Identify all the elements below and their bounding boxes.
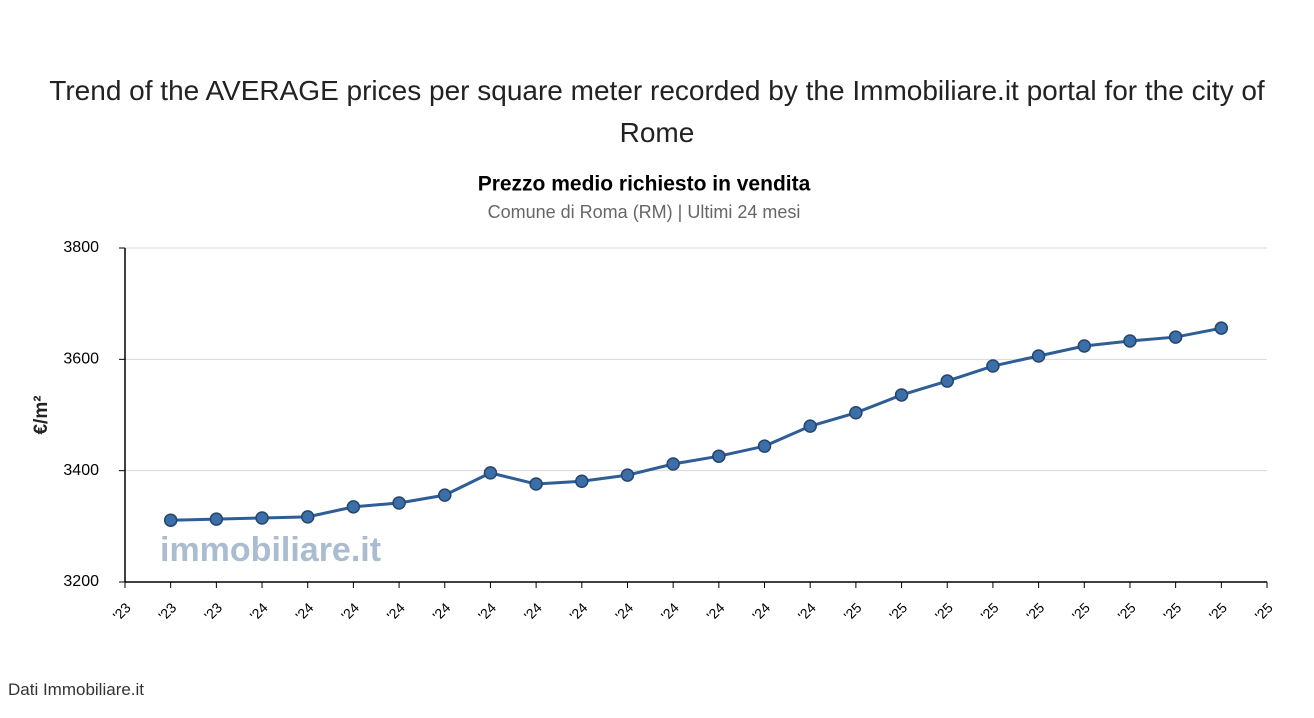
y-tick-label: 3600 (63, 351, 99, 368)
point (163, 513, 178, 527)
x-tick-label: '25 (977, 599, 1001, 623)
chart-subtitle: Comune di Roma (RM) | Ultimi 24 mesi (488, 202, 801, 222)
y-tick-label: 3200 (63, 573, 99, 590)
x-tick-label: '24 (703, 599, 727, 623)
watermark: immobiliare.it (160, 531, 381, 569)
x-tick-label: '24 (612, 599, 636, 623)
point (849, 406, 863, 420)
point (986, 359, 1000, 373)
x-tick-label: '25 (1160, 599, 1184, 623)
x-tick-label: '24 (521, 599, 545, 623)
x-tick-label: '24 (658, 599, 682, 623)
x-tick-label: '25 (1069, 599, 1093, 623)
x-tick-label: '25 (1252, 599, 1276, 623)
point (894, 388, 909, 402)
x-tick-label: '24 (475, 599, 499, 623)
x-tick-label: '24 (247, 599, 271, 623)
point (300, 510, 315, 524)
point (255, 511, 269, 525)
x-tick-label: '25 (1114, 599, 1138, 623)
point (529, 477, 543, 491)
point (392, 496, 406, 510)
point (803, 419, 817, 433)
footer: Dati Immobiliare.it (8, 680, 145, 699)
x-tick-label: '25 (840, 599, 864, 623)
point (1214, 321, 1229, 335)
x-tick-label: '23 (110, 599, 134, 623)
point (1168, 330, 1183, 344)
x-tick-label: '25 (886, 599, 910, 623)
point (757, 439, 772, 453)
point (1077, 339, 1092, 353)
y-axis-label: €/m² (31, 395, 52, 434)
chart-title: Prezzo medio richiesto in vendita (478, 173, 811, 196)
y-tick-label: 3800 (63, 239, 99, 256)
x-tick-label: '24 (566, 599, 590, 623)
x-tick-label: '23 (155, 599, 179, 623)
x-tick-label: '24 (749, 599, 773, 623)
point (940, 374, 954, 388)
page-title: Trend of the AVERAGE prices per square m… (49, 75, 1265, 148)
x-tick-label: '24 (795, 599, 819, 623)
series-line (170, 326, 1222, 522)
point (209, 512, 224, 526)
point (620, 468, 635, 482)
x-tick-label: '25 (1023, 599, 1047, 623)
x-tick-label: '25 (932, 599, 956, 623)
x-tick-label: '25 (1206, 599, 1230, 623)
point (1031, 349, 1046, 363)
point (346, 500, 361, 514)
point (712, 449, 726, 463)
x-tick-label: '23 (201, 599, 225, 623)
x-tick-label: '24 (384, 599, 408, 623)
point (666, 457, 680, 471)
x-tick-label: '24 (338, 599, 362, 623)
point (438, 488, 452, 502)
x-tick-label: '24 (429, 599, 453, 623)
point (1123, 334, 1137, 348)
point (575, 474, 589, 488)
point (483, 466, 498, 480)
y-tick-label: 3400 (63, 462, 99, 479)
x-tick-label: '24 (292, 599, 316, 623)
